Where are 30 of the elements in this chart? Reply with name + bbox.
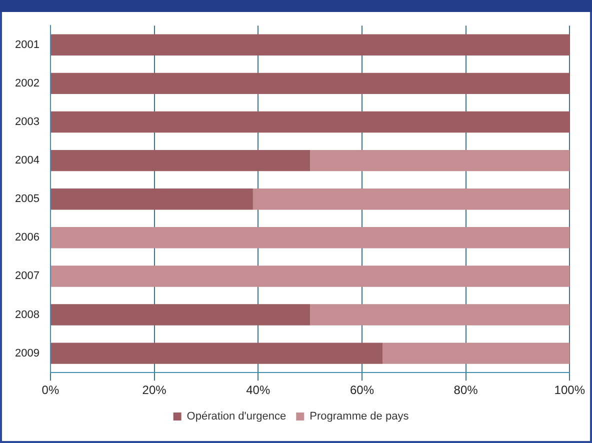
bar — [50, 266, 570, 287]
x-tick-label: 40% — [246, 383, 270, 398]
legend-label: Programme de pays — [310, 410, 410, 423]
x-tick-label: 80% — [454, 383, 478, 398]
legend-label: Opération d'urgence — [186, 410, 286, 423]
y-tick-label: 2002 — [14, 77, 40, 90]
bar — [50, 34, 570, 56]
y-tick-label: 2004 — [14, 154, 40, 167]
bar — [50, 111, 570, 133]
bar — [50, 188, 253, 210]
y-tick-label: 2009 — [14, 347, 40, 360]
x-tick-label: 0% — [42, 383, 60, 398]
bar — [50, 150, 310, 172]
bar — [252, 188, 570, 210]
y-tick-label: 2005 — [14, 193, 40, 206]
bar — [382, 342, 570, 364]
x-tick-label: 20% — [142, 383, 167, 398]
bar — [50, 342, 383, 364]
bar — [50, 72, 570, 94]
bar — [310, 304, 570, 326]
y-tick-label: 2003 — [14, 116, 40, 128]
y-tick-label: 2008 — [14, 308, 40, 321]
y-tick-label: 2006 — [14, 232, 40, 244]
y-tick-label: 2001 — [14, 38, 40, 51]
x-tick-label: 60% — [350, 383, 374, 398]
bar — [310, 150, 570, 172]
bar — [50, 227, 570, 248]
y-tick-label: 2007 — [14, 270, 40, 282]
bar — [50, 304, 310, 326]
x-tick-label: 100% — [554, 383, 586, 398]
